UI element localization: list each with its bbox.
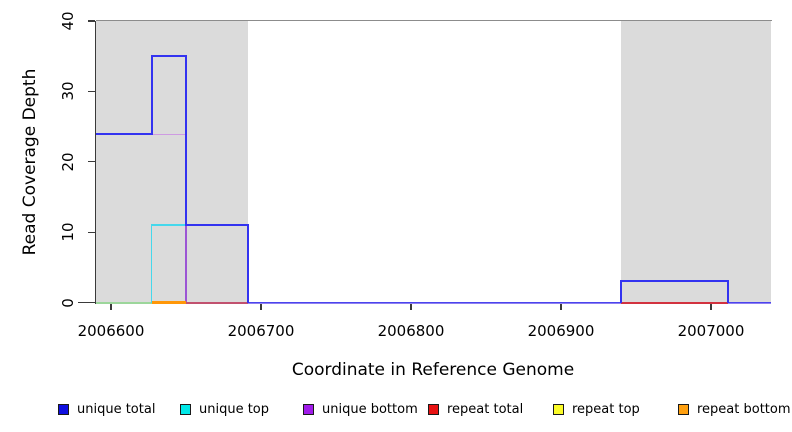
legend-label: repeat bottom <box>697 401 791 417</box>
legend-item: repeat total <box>428 401 524 417</box>
x-tick-label: 2006700 <box>227 322 295 340</box>
legend-label: unique total <box>77 401 156 417</box>
coverage-line-segment <box>247 302 621 304</box>
coverage-line-segment <box>151 55 186 58</box>
coverage-line-segment <box>96 132 152 135</box>
coverage-line-segment <box>727 301 771 303</box>
y-tick <box>88 90 95 92</box>
shaded-region <box>96 21 248 303</box>
y-tick-label: 10 <box>59 222 77 242</box>
coverage-line-segment <box>150 224 153 304</box>
coverage-line-segment <box>726 280 729 304</box>
legend-item: unique top <box>180 401 270 417</box>
coverage-line-segment <box>96 301 152 304</box>
legend-item: unique bottom <box>303 401 418 417</box>
coverage-line-segment <box>621 280 728 283</box>
coverage-line-segment <box>246 224 249 304</box>
legend-label: repeat total <box>447 401 524 417</box>
y-tick-label: 20 <box>59 152 77 172</box>
y-tick <box>88 301 95 304</box>
x-tick <box>710 302 712 310</box>
y-tick <box>88 161 95 163</box>
coverage-line-segment <box>727 302 771 304</box>
y-tick <box>88 231 95 233</box>
plot-top-border <box>96 20 772 22</box>
legend-label: repeat top <box>572 401 640 417</box>
shaded-region <box>621 21 771 303</box>
y-axis-line <box>95 21 97 304</box>
y-tick-label: 40 <box>59 11 77 31</box>
legend-label: unique top <box>199 401 270 417</box>
coverage-line-segment <box>247 301 621 303</box>
x-tick <box>410 302 412 310</box>
legend-swatch <box>553 403 564 415</box>
x-tick-label: 2006600 <box>77 322 145 340</box>
legend-label: unique bottom <box>322 401 418 417</box>
y-tick-label: 30 <box>59 81 77 101</box>
x-tick <box>560 302 562 310</box>
legend-item: repeat bottom <box>678 401 791 417</box>
legend-swatch <box>180 403 191 415</box>
legend-swatch <box>678 403 689 415</box>
legend-swatch <box>58 403 69 415</box>
coverage-line-segment <box>186 224 248 227</box>
x-tick-label: 2007000 <box>677 322 745 340</box>
legend-swatch <box>428 403 439 415</box>
coverage-line-segment <box>186 301 248 304</box>
x-tick-label: 2006900 <box>527 322 595 340</box>
coverage-line-segment <box>185 55 187 227</box>
legend-item: repeat top <box>553 401 640 417</box>
coverage-line-segment <box>620 280 622 304</box>
legend-item: unique total <box>58 401 156 417</box>
x-tick <box>110 302 112 310</box>
legend-swatch <box>303 403 314 415</box>
x-axis-stub <box>78 301 96 304</box>
y-tick-label: 0 <box>59 297 77 308</box>
coverage-line-segment <box>621 301 728 304</box>
legend: unique total unique top unique bottom repea… <box>0 396 792 424</box>
x-axis-title: Coordinate in Reference Genome <box>291 360 575 380</box>
x-tick-label: 2006800 <box>377 322 445 340</box>
coverage-line-segment <box>151 301 186 304</box>
coverage-line-segment <box>150 55 153 135</box>
y-tick <box>88 20 95 22</box>
y-axis-title: Read Coverage Depth <box>20 68 40 256</box>
x-tick <box>260 302 262 310</box>
